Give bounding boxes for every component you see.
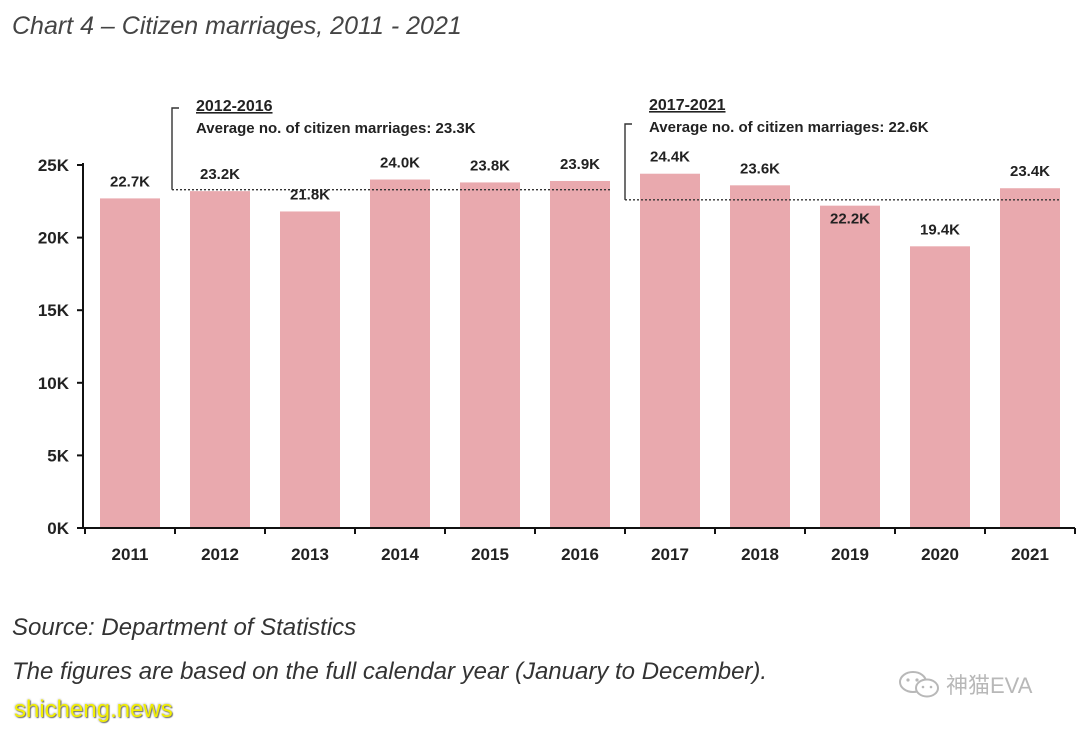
bar-2017 <box>640 173 700 528</box>
y-tick-label-10K: 10K <box>38 374 70 393</box>
chart-title: Chart 4 – Citizen marriages, 2011 - 2021 <box>12 12 462 40</box>
annotation-text-2012-2016: Average no. of citizen marriages: 23.3K <box>196 120 476 137</box>
data-label-2013: 21.8K <box>290 186 330 203</box>
x-tick-label-2012: 2012 <box>201 545 239 564</box>
account-watermark: 神猫EVA <box>898 668 1032 700</box>
data-label-2011: 22.7K <box>110 173 150 190</box>
data-label-2015: 23.8K <box>470 157 510 174</box>
site-watermark: shicheng.news <box>14 696 173 723</box>
annotation-text-2017-2021: Average no. of citizen marriages: 22.6K <box>649 119 929 136</box>
x-tick-label-2021: 2021 <box>1011 545 1049 564</box>
annotation-period-2017-2021: 2017-2021 <box>649 97 726 114</box>
y-tick-label-0K: 0K <box>47 519 69 538</box>
data-label-2020: 19.4K <box>920 221 960 238</box>
figures-note: The figures are based on the full calend… <box>12 658 768 685</box>
bar-2019 <box>820 205 880 528</box>
x-tick-label-2014: 2014 <box>381 545 419 564</box>
account-name: 神猫EVA <box>946 673 1033 698</box>
x-tick-label-2015: 2015 <box>471 545 509 564</box>
y-tick-label-25K: 25K <box>38 156 70 175</box>
x-tick-label-2017: 2017 <box>651 545 689 564</box>
bar-2012 <box>190 191 250 529</box>
data-label-2016: 23.9K <box>560 156 600 173</box>
x-tick-label-2018: 2018 <box>741 545 779 564</box>
x-tick-label-2020: 2020 <box>921 545 959 564</box>
bar-2018 <box>730 185 790 528</box>
y-tick-label-5K: 5K <box>47 446 69 465</box>
bar-chart: 2012-2016 Average no. of citizen marriage… <box>38 97 1076 564</box>
bar-2013 <box>280 211 340 529</box>
annotation-period-2012-2016: 2012-2016 <box>196 98 273 115</box>
data-label-2021: 23.4K <box>1010 163 1050 180</box>
bar-2011 <box>100 198 160 528</box>
x-tick-label-2011: 2011 <box>112 545 149 564</box>
bar-2021 <box>1000 188 1060 528</box>
bar-2020 <box>910 246 970 528</box>
bar-2014 <box>370 179 430 528</box>
annotation-bracket-2017-2021 <box>624 123 632 200</box>
data-label-2012: 23.2K <box>200 166 240 183</box>
y-tick-label-15K: 15K <box>38 301 70 320</box>
bar-2016 <box>550 180 610 529</box>
x-tick-label-2016: 2016 <box>561 545 599 564</box>
wechat-icon <box>899 671 939 698</box>
data-label-2017: 24.4K <box>650 149 690 166</box>
bar-2015 <box>460 182 520 528</box>
data-label-2018: 23.6K <box>740 160 780 177</box>
y-tick-label-20K: 20K <box>38 229 70 248</box>
data-label-2014: 24.0K <box>380 155 420 172</box>
x-tick-label-2013: 2013 <box>291 545 329 564</box>
annotation-bracket-2012-2016 <box>171 107 179 190</box>
source-note: Source: Department of Statistics <box>12 614 357 641</box>
data-label-2019: 22.2K <box>830 211 870 228</box>
x-tick-label-2019: 2019 <box>831 545 869 564</box>
